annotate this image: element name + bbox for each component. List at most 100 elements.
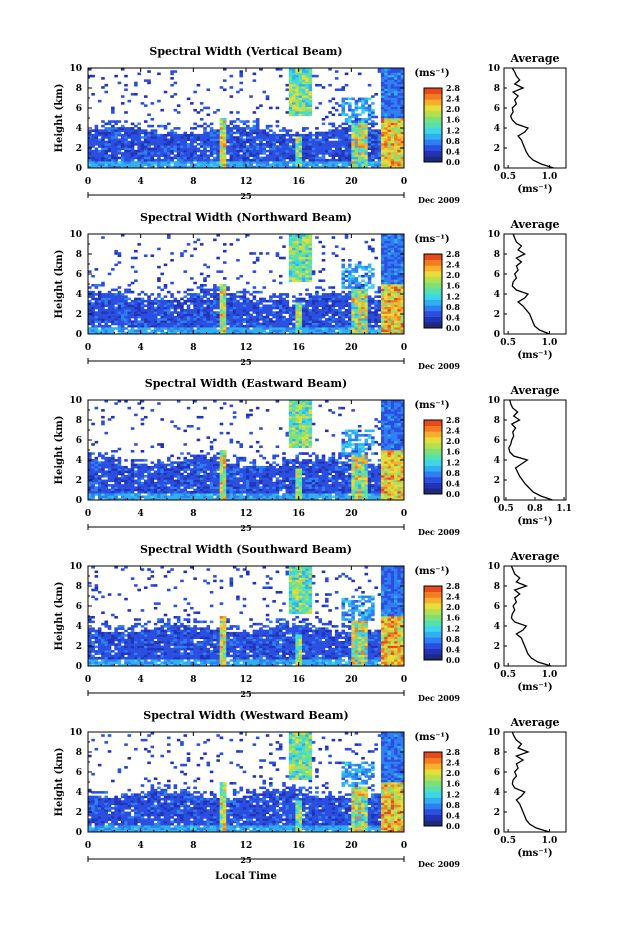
- heatmap-cell: [114, 143, 118, 146]
- heatmap-cell: [94, 268, 99, 271]
- heatmap-cell: [380, 309, 385, 312]
- heatmap-cell: [180, 306, 184, 310]
- heatmap-cell: [262, 90, 267, 94]
- heatmap-cell: [170, 293, 174, 296]
- heatmap-cell: [94, 138, 99, 142]
- heatmap-cell: [193, 122, 197, 126]
- heatmap-cell: [394, 243, 398, 246]
- heatmap-cell: [344, 145, 349, 148]
- heatmap-cell: [94, 463, 99, 467]
- heatmap-cell: [209, 129, 214, 132]
- heatmap-cell: [344, 315, 349, 319]
- heatmap-cell: [338, 320, 342, 323]
- heatmap-cell: [239, 88, 244, 92]
- heatmap-cell: [134, 309, 138, 312]
- heatmap-cell: [384, 106, 388, 110]
- heatmap-cell: [157, 475, 161, 478]
- heatmap-cell: [91, 145, 95, 148]
- heatmap-cell: [190, 147, 194, 151]
- heatmap-cell: [170, 147, 174, 151]
- heatmap-cell: [88, 468, 92, 471]
- heatmap-cell: [380, 274, 385, 278]
- heatmap-cell: [377, 131, 382, 135]
- heatmap-cell: [269, 145, 273, 148]
- heatmap-cell: [351, 97, 355, 101]
- heatmap-cell: [88, 470, 92, 474]
- heatmap-cell: [137, 131, 141, 135]
- heatmap-cell: [232, 131, 237, 135]
- heatmap-cell: [180, 252, 184, 255]
- heatmap-cell: [104, 122, 109, 126]
- heatmap-cell: [130, 299, 135, 303]
- heatmap-cell: [107, 306, 112, 310]
- heatmap-cell: [377, 154, 382, 157]
- heatmap-cell: [150, 472, 155, 476]
- heatmap-cell: [278, 322, 283, 326]
- heatmap-cell: [305, 318, 309, 321]
- heatmap-cell: [292, 327, 296, 330]
- heatmap-cell: [400, 320, 405, 323]
- heatmap-cell: [97, 152, 102, 155]
- heatmap-cell: [226, 145, 230, 148]
- heatmap-cell: [173, 145, 178, 148]
- heatmap-cell: [114, 297, 118, 301]
- heatmap-cell: [167, 138, 171, 142]
- heatmap-cell: [301, 79, 306, 82]
- heatmap-cell: [173, 320, 178, 323]
- heatmap-cell: [120, 486, 125, 489]
- heatmap-cell: [236, 299, 240, 303]
- heatmap-cell: [357, 284, 362, 287]
- heatmap-cell: [150, 486, 155, 489]
- heatmap-cell: [387, 311, 392, 314]
- heatmap-cell: [367, 277, 372, 280]
- heatmap-cell: [367, 136, 372, 139]
- heatmap-cell: [111, 165, 115, 169]
- heatmap-cell: [137, 149, 141, 153]
- heatmap-cell: [199, 329, 204, 333]
- heatmap-cell: [341, 88, 346, 92]
- heatmap-cell: [147, 152, 151, 155]
- heatmap-cell: [272, 131, 276, 135]
- heatmap-cell: [206, 149, 211, 153]
- heatmap-cell: [311, 147, 316, 151]
- heatmap-cell: [196, 124, 201, 128]
- heatmap-cell: [186, 147, 191, 151]
- heatmap-cell: [246, 306, 250, 310]
- heatmap-cell: [91, 138, 95, 142]
- heatmap-cell: [334, 127, 339, 130]
- heatmap-cell: [285, 311, 290, 314]
- heatmap-cell: [325, 302, 329, 305]
- heatmap-cell: [394, 265, 398, 269]
- heatmap-cell: [394, 309, 398, 312]
- heatmap-cell: [239, 145, 244, 148]
- heatmap-cell: [255, 138, 260, 142]
- heatmap-cell: [328, 158, 332, 162]
- heatmap-cell: [137, 320, 141, 323]
- heatmap-cell: [308, 238, 313, 242]
- heatmap-cell: [397, 86, 402, 89]
- heatmap-cell: [167, 311, 171, 314]
- heatmap-cell: [97, 131, 102, 135]
- heatmap-cell: [216, 293, 220, 296]
- heatmap-cell: [301, 270, 306, 273]
- heatmap-cell: [147, 320, 151, 323]
- heatmap-cell: [397, 90, 402, 94]
- heatmap-cell: [400, 79, 405, 82]
- heatmap-cell: [137, 140, 141, 144]
- heatmap-cell: [285, 304, 290, 308]
- heatmap-cell: [101, 163, 105, 167]
- heatmap-cell: [328, 83, 332, 87]
- heatmap-cell: [390, 274, 395, 278]
- heatmap-cell: [325, 329, 329, 333]
- heatmap-cell: [193, 295, 197, 298]
- heatmap-cell: [111, 456, 115, 460]
- heatmap-cell: [288, 102, 293, 105]
- heatmap-cell: [341, 113, 346, 117]
- heatmap-cell: [104, 475, 109, 478]
- heatmap-cell: [354, 268, 359, 271]
- heatmap-cell: [308, 259, 313, 262]
- heatmap-cell: [134, 470, 138, 474]
- heatmap-cell: [351, 111, 355, 114]
- heatmap-cell: [364, 120, 369, 123]
- heatmap-cell: [137, 465, 141, 469]
